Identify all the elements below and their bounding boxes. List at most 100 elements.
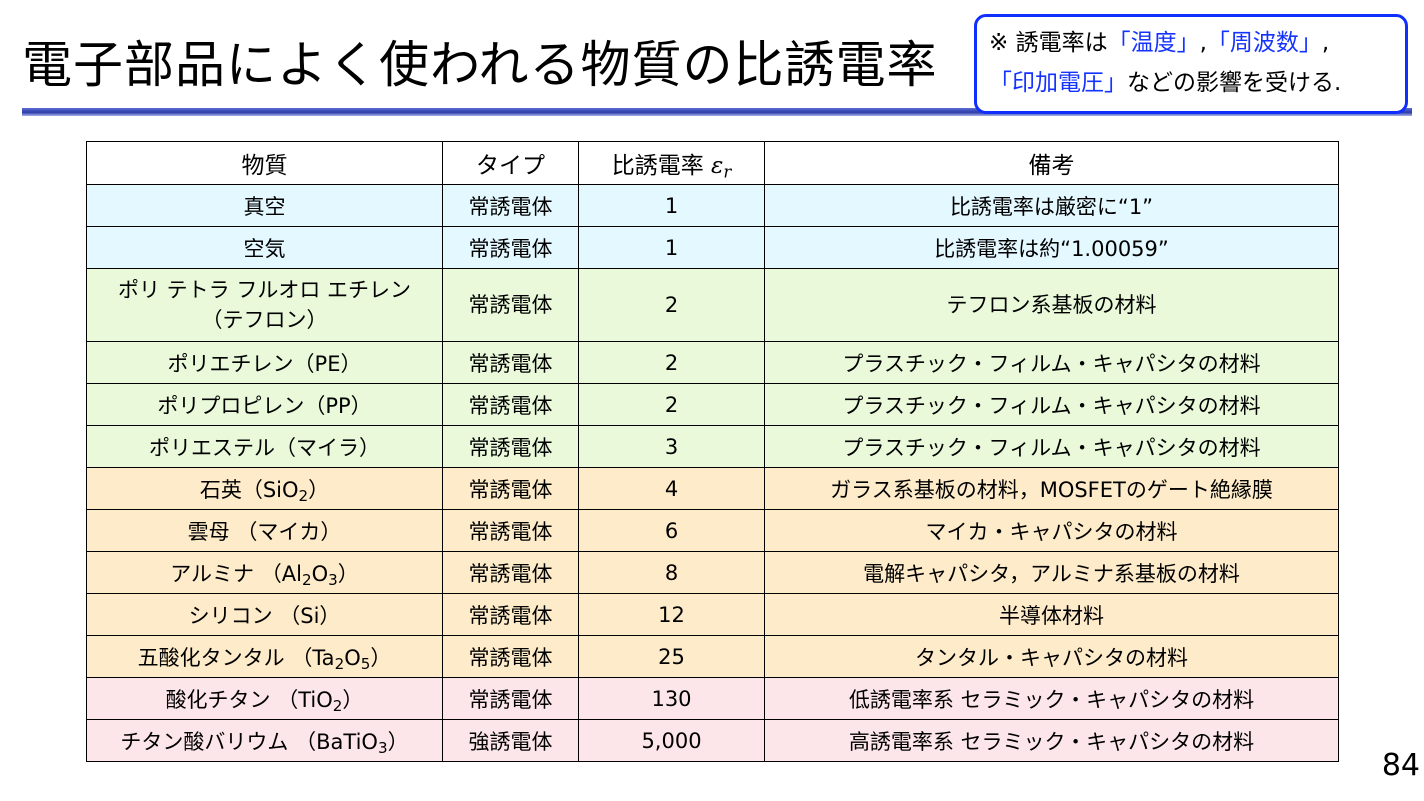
note-comma: , [1199, 30, 1207, 56]
material-formula: Al2O3 [281, 561, 338, 589]
header-type: タイプ [442, 141, 579, 185]
cell-type: 常誘電体 [442, 677, 579, 720]
epsilon-subscript: r [723, 162, 732, 182]
note-suffix: などの影響を受ける. [1127, 70, 1342, 96]
table-row: ポリプロピレン（PP） 常誘電体 2 プラスチック・フィルム・キャパシタの材料 [86, 383, 1339, 426]
cell-value: 12 [578, 593, 765, 636]
material-name: チタン酸バリウム [120, 729, 289, 754]
note-line-1: ※ 誘電率は「温度」,「周波数」, [989, 23, 1395, 63]
cell-material: シリコン （Si） [86, 593, 443, 636]
cell-value: 6 [578, 509, 765, 552]
table-row: 石英（SiO2） 常誘電体 4 ガラス系基板の材料，MOSFETのゲート絶縁膜 [86, 467, 1339, 510]
cell-remark: プラスチック・フィルム・キャパシタの材料 [764, 425, 1339, 468]
cell-value: 4 [578, 467, 765, 510]
cell-value: 1 [578, 184, 765, 227]
material-name: 酸化チタン [165, 687, 271, 712]
cell-type: 常誘電体 [442, 551, 579, 594]
table-row: ポリ テトラ フルオロ エチレン （テフロン） 常誘電体 2 テフロン系基板の材料 [86, 268, 1339, 342]
cell-remark: 半導体材料 [764, 593, 1339, 636]
cell-type: 常誘電体 [442, 383, 579, 426]
note-line-2: 「印加電圧」などの影響を受ける. [989, 63, 1395, 103]
material-formula: Ta2O5 [312, 645, 371, 673]
cell-material: ポリ テトラ フルオロ エチレン （テフロン） [86, 268, 443, 342]
material-name: 五酸化タンタル [137, 645, 285, 670]
cell-type: 常誘電体 [442, 635, 579, 678]
note-voltage: 「印加電圧」 [989, 70, 1127, 96]
cell-value: 2 [578, 268, 765, 342]
table-row: チタン酸バリウム （BaTiO3） 強誘電体 5,000 高誘電率系 セラミック… [86, 719, 1339, 762]
cell-type: 常誘電体 [442, 226, 579, 269]
cell-material: 空気 [86, 226, 443, 269]
cell-type: 常誘電体 [442, 509, 579, 552]
table-header-row: 物質 タイプ 比誘電率 εr 備考 [86, 141, 1339, 185]
table-row: アルミナ （Al2O3） 常誘電体 8 電解キャパシタ，アルミナ系基板の材料 [86, 551, 1339, 594]
cell-value: 2 [578, 383, 765, 426]
table-row: ポリエチレン（PE） 常誘電体 2 プラスチック・フィルム・キャパシタの材料 [86, 341, 1339, 384]
header-permittivity-label: 比誘電率 [611, 153, 704, 179]
cell-value: 130 [578, 677, 765, 720]
material-formula: SiO2 [262, 477, 309, 505]
material-name: 石英 [199, 477, 242, 502]
cell-remark: 比誘電率は厳密に“1” [764, 184, 1339, 227]
material-formula: BaTiO3 [316, 729, 388, 757]
cell-material: チタン酸バリウム （BaTiO3） [86, 719, 443, 762]
cell-remark: マイカ・キャパシタの材料 [764, 509, 1339, 552]
table-row: 五酸化タンタル （Ta2O5） 常誘電体 25 タンタル・キャパシタの材料 [86, 635, 1339, 678]
cell-material: 雲母 （マイカ） [86, 509, 443, 552]
cell-type: 常誘電体 [442, 268, 579, 342]
header-permittivity-symbol: εr [711, 153, 732, 182]
cell-value: 3 [578, 425, 765, 468]
cell-remark: プラスチック・フィルム・キャパシタの材料 [764, 383, 1339, 426]
cell-type: 常誘電体 [442, 184, 579, 227]
header-permittivity: 比誘電率 εr [578, 141, 765, 185]
cell-value: 5,000 [578, 719, 765, 762]
cell-material: 五酸化タンタル （Ta2O5） [86, 635, 443, 678]
cell-material: ポリエステル（マイラ） [86, 425, 443, 468]
cell-type: 常誘電体 [442, 341, 579, 384]
note-mark: ※ 誘電率は [989, 30, 1108, 56]
cell-value: 1 [578, 226, 765, 269]
cell-value: 2 [578, 341, 765, 384]
header-remarks: 備考 [764, 141, 1339, 185]
cell-value: 8 [578, 551, 765, 594]
cell-remark: 低誘電率系 セラミック・キャパシタの材料 [764, 677, 1339, 720]
material-formula: TiO2 [298, 687, 343, 715]
permittivity-table: 物質 タイプ 比誘電率 εr 備考 真空 常誘電体 1 比誘電率は厳密に“1” … [86, 141, 1339, 762]
header-material: 物質 [86, 141, 443, 185]
cell-remark: プラスチック・フィルム・キャパシタの材料 [764, 341, 1339, 384]
cell-remark: タンタル・キャパシタの材料 [764, 635, 1339, 678]
material-line-1: ポリ テトラ フルオロ エチレン [117, 278, 412, 302]
cell-remark: 電解キャパシタ，アルミナ系基板の材料 [764, 551, 1339, 594]
table-row: 雲母 （マイカ） 常誘電体 6 マイカ・キャパシタの材料 [86, 509, 1339, 552]
cell-material: 酸化チタン （TiO2） [86, 677, 443, 720]
table-row: シリコン （Si） 常誘電体 12 半導体材料 [86, 593, 1339, 636]
slide-title: 電子部品によく使われる物質の比誘電率 [22, 36, 938, 94]
cell-material: 真空 [86, 184, 443, 227]
note-box: ※ 誘電率は「温度」,「周波数」, 「印加電圧」などの影響を受ける. [974, 14, 1408, 114]
title-underline [22, 108, 1412, 116]
cell-material: ポリプロピレン（PP） [86, 383, 443, 426]
cell-material: ポリエチレン（PE） [86, 341, 443, 384]
table-row: 空気 常誘電体 1 比誘電率は約“1.00059” [86, 226, 1339, 269]
material-line-2: （テフロン） [201, 308, 328, 332]
note-frequency: 「周波数」 [1206, 30, 1322, 56]
table-row: 酸化チタン （TiO2） 常誘電体 130 低誘電率系 セラミック・キャパシタの… [86, 677, 1339, 720]
table-row: 真空 常誘電体 1 比誘電率は厳密に“1” [86, 184, 1339, 227]
epsilon-symbol: ε [711, 153, 724, 179]
cell-remark: 高誘電率系 セラミック・キャパシタの材料 [764, 719, 1339, 762]
cell-type: 常誘電体 [442, 467, 579, 510]
cell-type: 強誘電体 [442, 719, 579, 762]
cell-value: 25 [578, 635, 765, 678]
cell-material: アルミナ （Al2O3） [86, 551, 443, 594]
cell-remark: ガラス系基板の材料，MOSFETのゲート絶縁膜 [764, 467, 1339, 510]
page-number: 84 [1381, 748, 1420, 783]
table-row: ポリエステル（マイラ） 常誘電体 3 プラスチック・フィルム・キャパシタの材料 [86, 425, 1339, 468]
material-name: アルミナ [170, 561, 255, 586]
cell-type: 常誘電体 [442, 593, 579, 636]
cell-remark: テフロン系基板の材料 [764, 268, 1339, 342]
cell-type: 常誘電体 [442, 425, 579, 468]
note-comma-2: , [1321, 30, 1330, 56]
cell-material: 石英（SiO2） [86, 467, 443, 510]
cell-remark: 比誘電率は約“1.00059” [764, 226, 1339, 269]
note-temperature: 「温度」 [1107, 30, 1200, 56]
